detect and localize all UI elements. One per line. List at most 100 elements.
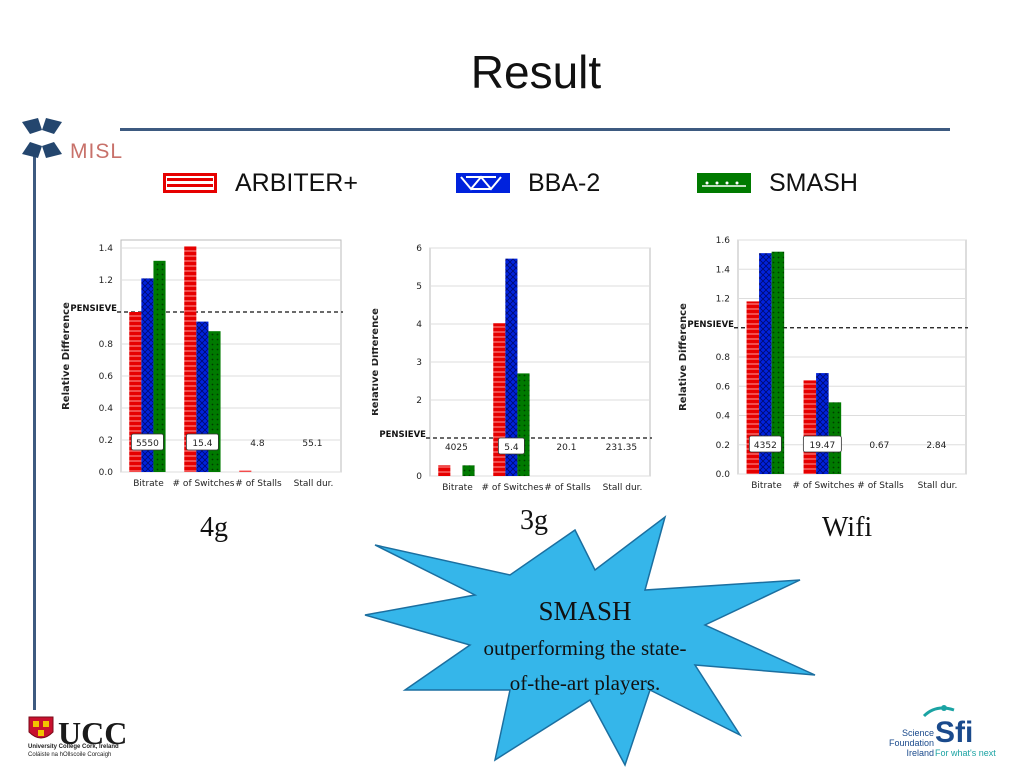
side-rule bbox=[33, 150, 36, 710]
y-tick-label: 0.2 bbox=[716, 441, 730, 451]
callout-line-1: outperforming the state- bbox=[483, 636, 687, 660]
legend-item-smash: SMASH bbox=[697, 168, 858, 198]
sfi-text-science: Science bbox=[901, 728, 934, 738]
legend-swatch-arbiter bbox=[163, 173, 217, 193]
y-tick-label: 0.0 bbox=[716, 470, 731, 480]
chart-3g: 0 2 3 4 5 6 PENSIEVE Relative Difference 4025 Bit… bbox=[372, 244, 652, 493]
bar-bba bbox=[141, 278, 154, 472]
ucc-subtitle-en: University College Cork, Ireland bbox=[28, 744, 119, 750]
bar-arbiter bbox=[239, 470, 252, 472]
bar-arbiter bbox=[129, 312, 142, 472]
ucc-crest-icon bbox=[28, 716, 54, 739]
value-label-box bbox=[498, 437, 525, 455]
value-label-box bbox=[748, 435, 782, 453]
bar-arbiter bbox=[803, 380, 817, 474]
sfi-text-foundation: Foundation bbox=[888, 738, 934, 748]
reference-label: PENSIEVE bbox=[379, 430, 426, 440]
reference-label: PENSIEVE bbox=[687, 320, 734, 330]
bar-smash bbox=[771, 251, 785, 474]
bar-smash bbox=[153, 260, 166, 472]
y-tick-label: 6 bbox=[416, 244, 422, 254]
y-axis-label: Relative Difference bbox=[678, 303, 689, 411]
bar-smash bbox=[208, 331, 221, 472]
bar-bba bbox=[816, 373, 829, 474]
y-tick-label: 0.0 bbox=[99, 468, 114, 478]
y-tick-label: 0 bbox=[416, 472, 422, 482]
bar-smash bbox=[462, 465, 475, 476]
legend-swatch-smash bbox=[697, 173, 751, 193]
x-tick-label: # of Stalls bbox=[235, 479, 282, 489]
y-tick-label: 1.6 bbox=[716, 236, 731, 246]
baseline-value-label: 5550 bbox=[136, 439, 159, 449]
legend-swatch-bba bbox=[456, 173, 510, 193]
caption-wifi: Wifi bbox=[822, 512, 873, 543]
title-divider bbox=[120, 128, 950, 131]
misl-logo-text: MISL bbox=[70, 140, 124, 163]
y-tick-label: 0.6 bbox=[716, 382, 731, 392]
legend-label-smash: SMASH bbox=[769, 168, 858, 197]
reference-label: PENSIEVE bbox=[70, 304, 117, 314]
callout-title: SMASH bbox=[538, 596, 632, 626]
caption-3g: 3g bbox=[520, 505, 548, 536]
y-tick-label: 1.2 bbox=[99, 276, 113, 286]
legend-item-bba: BBA-2 bbox=[456, 168, 600, 198]
baseline-value-label: 15.4 bbox=[192, 439, 212, 449]
x-tick-label: Stall dur. bbox=[918, 481, 958, 491]
bar-arbiter bbox=[438, 465, 451, 476]
sfi-wordmark: Sfi bbox=[935, 716, 974, 749]
baseline-value-label: 4352 bbox=[754, 441, 777, 451]
x-tick-label: Bitrate bbox=[442, 483, 473, 493]
y-tick-label: 0.8 bbox=[99, 340, 114, 350]
sfi-text-ireland: Ireland bbox=[906, 748, 934, 758]
slide-title: Result bbox=[470, 46, 602, 98]
y-tick-label: 4 bbox=[416, 320, 422, 330]
x-tick-label: # of Stalls bbox=[544, 483, 591, 493]
y-tick-label: 2 bbox=[416, 396, 422, 406]
legend-item-arbiter: ARBITER+ bbox=[163, 168, 358, 198]
x-tick-label: # of Switches bbox=[173, 479, 235, 489]
ucc-logo-text: UCC bbox=[58, 715, 128, 751]
baseline-value-label: 19.47 bbox=[809, 441, 835, 451]
y-tick-label: 1.2 bbox=[716, 295, 730, 305]
y-tick-label: 0.4 bbox=[716, 412, 731, 422]
chart-wifi: 0.0 0.2 0.4 0.6 0.8 1.2 1.4 1.6 PENSIEVERelative… bbox=[678, 236, 968, 491]
legend-label-bba: BBA-2 bbox=[528, 168, 601, 197]
x-tick-label: Bitrate bbox=[133, 479, 164, 489]
x-tick-label: # of Switches bbox=[793, 481, 855, 491]
y-tick-label: 0.2 bbox=[99, 436, 113, 446]
ucc-subtitle-ga: Coláiste na hOllscoile Corcaigh bbox=[28, 752, 112, 758]
baseline-value-label: 5.4 bbox=[504, 443, 519, 453]
baseline-value-label: 231.35 bbox=[606, 443, 638, 453]
y-tick-label: 5 bbox=[416, 282, 422, 292]
x-tick-label: Bitrate bbox=[751, 481, 782, 491]
x-tick-label: # of Stalls bbox=[857, 481, 904, 491]
callout-line-2: of-the-art players. bbox=[509, 671, 661, 695]
value-label-box bbox=[802, 435, 842, 453]
baseline-value-label: 55.1 bbox=[302, 439, 322, 449]
legend-label-arbiter: ARBITER+ bbox=[235, 168, 358, 197]
y-tick-label: 1.4 bbox=[99, 244, 114, 254]
y-tick-label: 0.8 bbox=[716, 353, 731, 363]
x-tick-label: Stall dur. bbox=[603, 483, 643, 493]
bar-bba bbox=[505, 258, 518, 476]
bar-arbiter bbox=[746, 301, 760, 474]
baseline-value-label: 4025 bbox=[445, 443, 468, 453]
baseline-value-label: 4.8 bbox=[250, 439, 265, 449]
x-tick-label: # of Switches bbox=[482, 483, 544, 493]
baseline-value-label: 2.84 bbox=[926, 441, 946, 451]
bar-arbiter bbox=[184, 246, 197, 472]
y-axis-label: Relative Difference bbox=[372, 308, 381, 416]
y-tick-label: 0.4 bbox=[99, 404, 114, 414]
starburst-callout-shape bbox=[364, 515, 816, 767]
bar-smash bbox=[517, 373, 530, 476]
bar-bba bbox=[759, 253, 772, 474]
baseline-value-label: 20.1 bbox=[556, 443, 576, 453]
y-tick-label: 3 bbox=[416, 358, 422, 368]
x-tick-label: Stall dur. bbox=[294, 479, 334, 489]
value-label-box bbox=[185, 433, 219, 451]
caption-4g: 4g bbox=[200, 512, 228, 543]
sfi-tagline: For what's next bbox=[935, 748, 996, 758]
misl-logo-icon bbox=[22, 118, 62, 158]
baseline-value-label: 0.67 bbox=[869, 441, 889, 451]
